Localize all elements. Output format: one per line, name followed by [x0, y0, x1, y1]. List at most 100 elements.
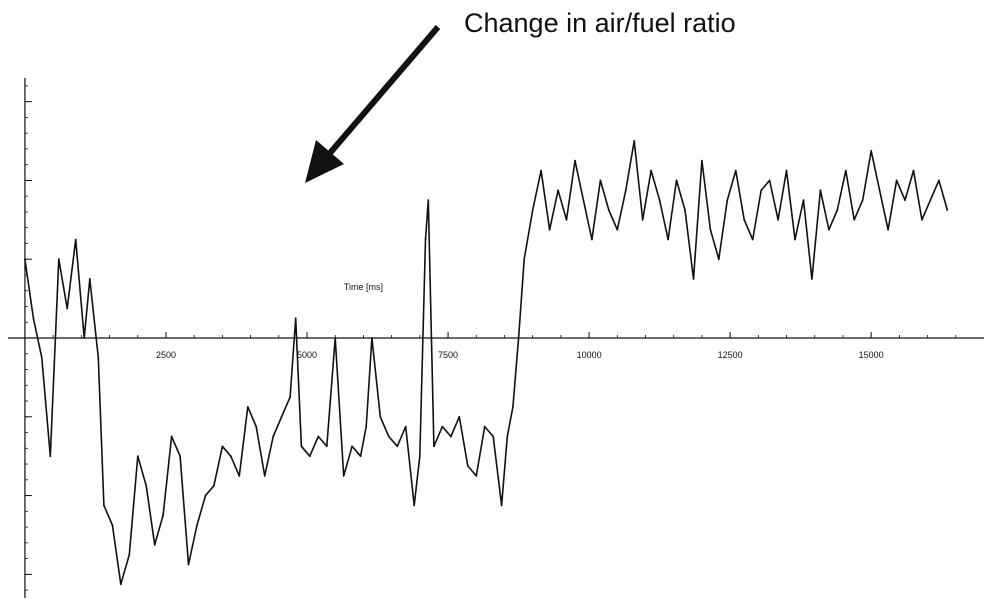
data-point	[187, 563, 190, 566]
data-point	[574, 159, 576, 162]
data-point	[458, 415, 461, 418]
data-point	[351, 445, 353, 448]
data-point	[119, 583, 122, 586]
data-point	[24, 258, 26, 261]
data-point	[667, 238, 669, 241]
data-point	[785, 169, 788, 172]
data-point	[921, 218, 923, 221]
data-point	[170, 435, 173, 438]
data-point	[743, 218, 746, 221]
data-point	[272, 435, 275, 438]
data-point	[938, 179, 940, 182]
data-point	[633, 140, 636, 142]
data-point	[342, 475, 345, 477]
data-point	[365, 425, 368, 428]
data-point	[616, 228, 619, 231]
data-point	[777, 218, 779, 221]
data-point	[263, 475, 266, 477]
data-point	[523, 258, 526, 261]
data-point	[675, 179, 678, 182]
data-point	[371, 337, 373, 339]
data-point	[912, 169, 915, 172]
data-point	[726, 199, 729, 202]
data-point	[450, 435, 452, 438]
data-point	[684, 209, 686, 211]
data-point	[844, 169, 847, 172]
data-point	[162, 514, 165, 517]
data-point	[607, 209, 610, 211]
data-point	[111, 524, 114, 526]
data-point	[246, 406, 249, 408]
data-point	[557, 189, 559, 192]
data-point	[887, 228, 889, 231]
data-point	[929, 199, 932, 202]
data-point	[811, 278, 813, 280]
data-point	[300, 445, 303, 448]
data-point	[418, 455, 421, 458]
annotation-text: Change in air/fuel ratio	[464, 8, 736, 38]
data-point	[103, 504, 105, 507]
data-point	[591, 238, 593, 241]
data-point	[88, 278, 91, 280]
data-point	[204, 494, 207, 497]
data-point	[760, 189, 763, 192]
data-point	[946, 209, 949, 211]
data-point	[895, 179, 898, 182]
data-point	[255, 425, 258, 428]
x-axis-title: Time [ms]	[344, 282, 383, 292]
data-point	[751, 238, 754, 241]
data-point	[229, 455, 232, 458]
data-point	[483, 425, 486, 428]
data-point	[701, 159, 703, 162]
data-point	[334, 337, 337, 339]
data-point	[433, 445, 435, 448]
data-point	[83, 337, 86, 339]
data-point	[819, 189, 822, 192]
data-point	[641, 218, 644, 221]
data-point	[179, 455, 182, 458]
data-point	[650, 169, 652, 172]
data-point	[128, 553, 131, 556]
data-point	[500, 504, 503, 507]
annotation-arrow-shaft	[327, 25, 441, 155]
data-point	[153, 543, 156, 546]
series-layer	[24, 140, 949, 586]
data-point	[802, 199, 805, 202]
data-point	[517, 337, 520, 339]
data-point	[540, 169, 542, 172]
data-point	[878, 189, 881, 192]
data-point	[870, 150, 873, 152]
data-point	[221, 445, 224, 448]
data-point	[49, 455, 52, 458]
data-point	[531, 209, 534, 211]
series-line	[24, 140, 949, 586]
data-point	[492, 435, 495, 438]
data-point	[317, 435, 320, 438]
data-point	[599, 179, 602, 182]
data-point	[413, 504, 416, 507]
data-point	[294, 317, 297, 320]
data-point	[387, 435, 390, 438]
x-tick-label: 7500	[438, 350, 458, 360]
data-point	[325, 445, 328, 448]
data-point	[565, 218, 568, 221]
data-point	[359, 455, 362, 458]
annotation-arrow-head	[305, 140, 344, 183]
data-point	[280, 415, 283, 418]
data-point	[853, 218, 856, 221]
data-point	[427, 199, 430, 202]
data-point	[475, 475, 478, 477]
data-point	[404, 425, 407, 428]
data-point	[717, 258, 720, 261]
data-point	[466, 465, 469, 467]
data-point	[794, 238, 796, 241]
data-point	[136, 455, 139, 458]
x-tick-label: 2500	[156, 350, 176, 360]
data-point	[582, 199, 585, 202]
data-point	[512, 406, 514, 408]
data-point	[658, 199, 661, 202]
data-point	[97, 356, 100, 359]
data-point	[289, 396, 291, 398]
data-point	[196, 524, 198, 526]
